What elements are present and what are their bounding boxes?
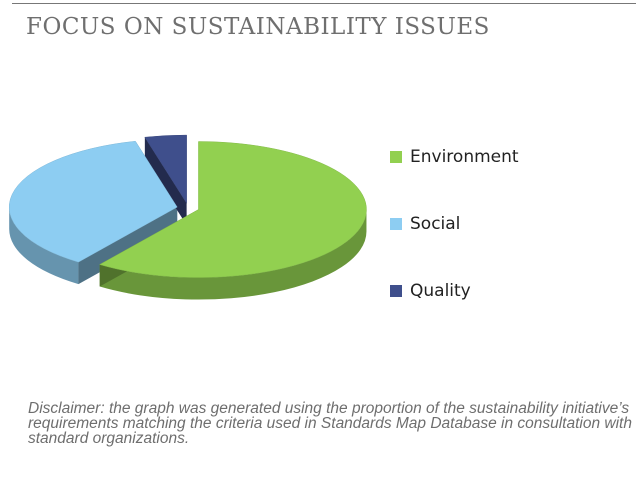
- pie-cut-quality-0: [144, 137, 187, 226]
- pie-slice-environment: [99, 141, 367, 278]
- disclaimer-text: Disclaimer: the graph was generated usin…: [28, 400, 632, 447]
- page-title: FOCUS ON SUSTAINABILITY ISSUES: [26, 14, 490, 40]
- legend-label-social: Social: [410, 214, 461, 234]
- top-divider: [12, 3, 636, 4]
- legend-item-environment: Environment: [390, 145, 519, 169]
- pie-chart: [8, 134, 367, 300]
- legend-swatch-social: [390, 218, 402, 230]
- legend-item-quality: Quality: [390, 279, 471, 303]
- legend-swatch-quality: [390, 285, 402, 297]
- legend-item-social: Social: [390, 212, 460, 236]
- legend-label-environment: Environment: [410, 147, 519, 167]
- legend-label-quality: Quality: [410, 281, 471, 301]
- pie-side-social: [9, 207, 79, 285]
- pie-side-environment: [99, 209, 367, 300]
- legend-swatch-environment: [390, 151, 402, 163]
- pie-slice-quality: [144, 134, 187, 204]
- pie-slice-social: [8, 140, 178, 263]
